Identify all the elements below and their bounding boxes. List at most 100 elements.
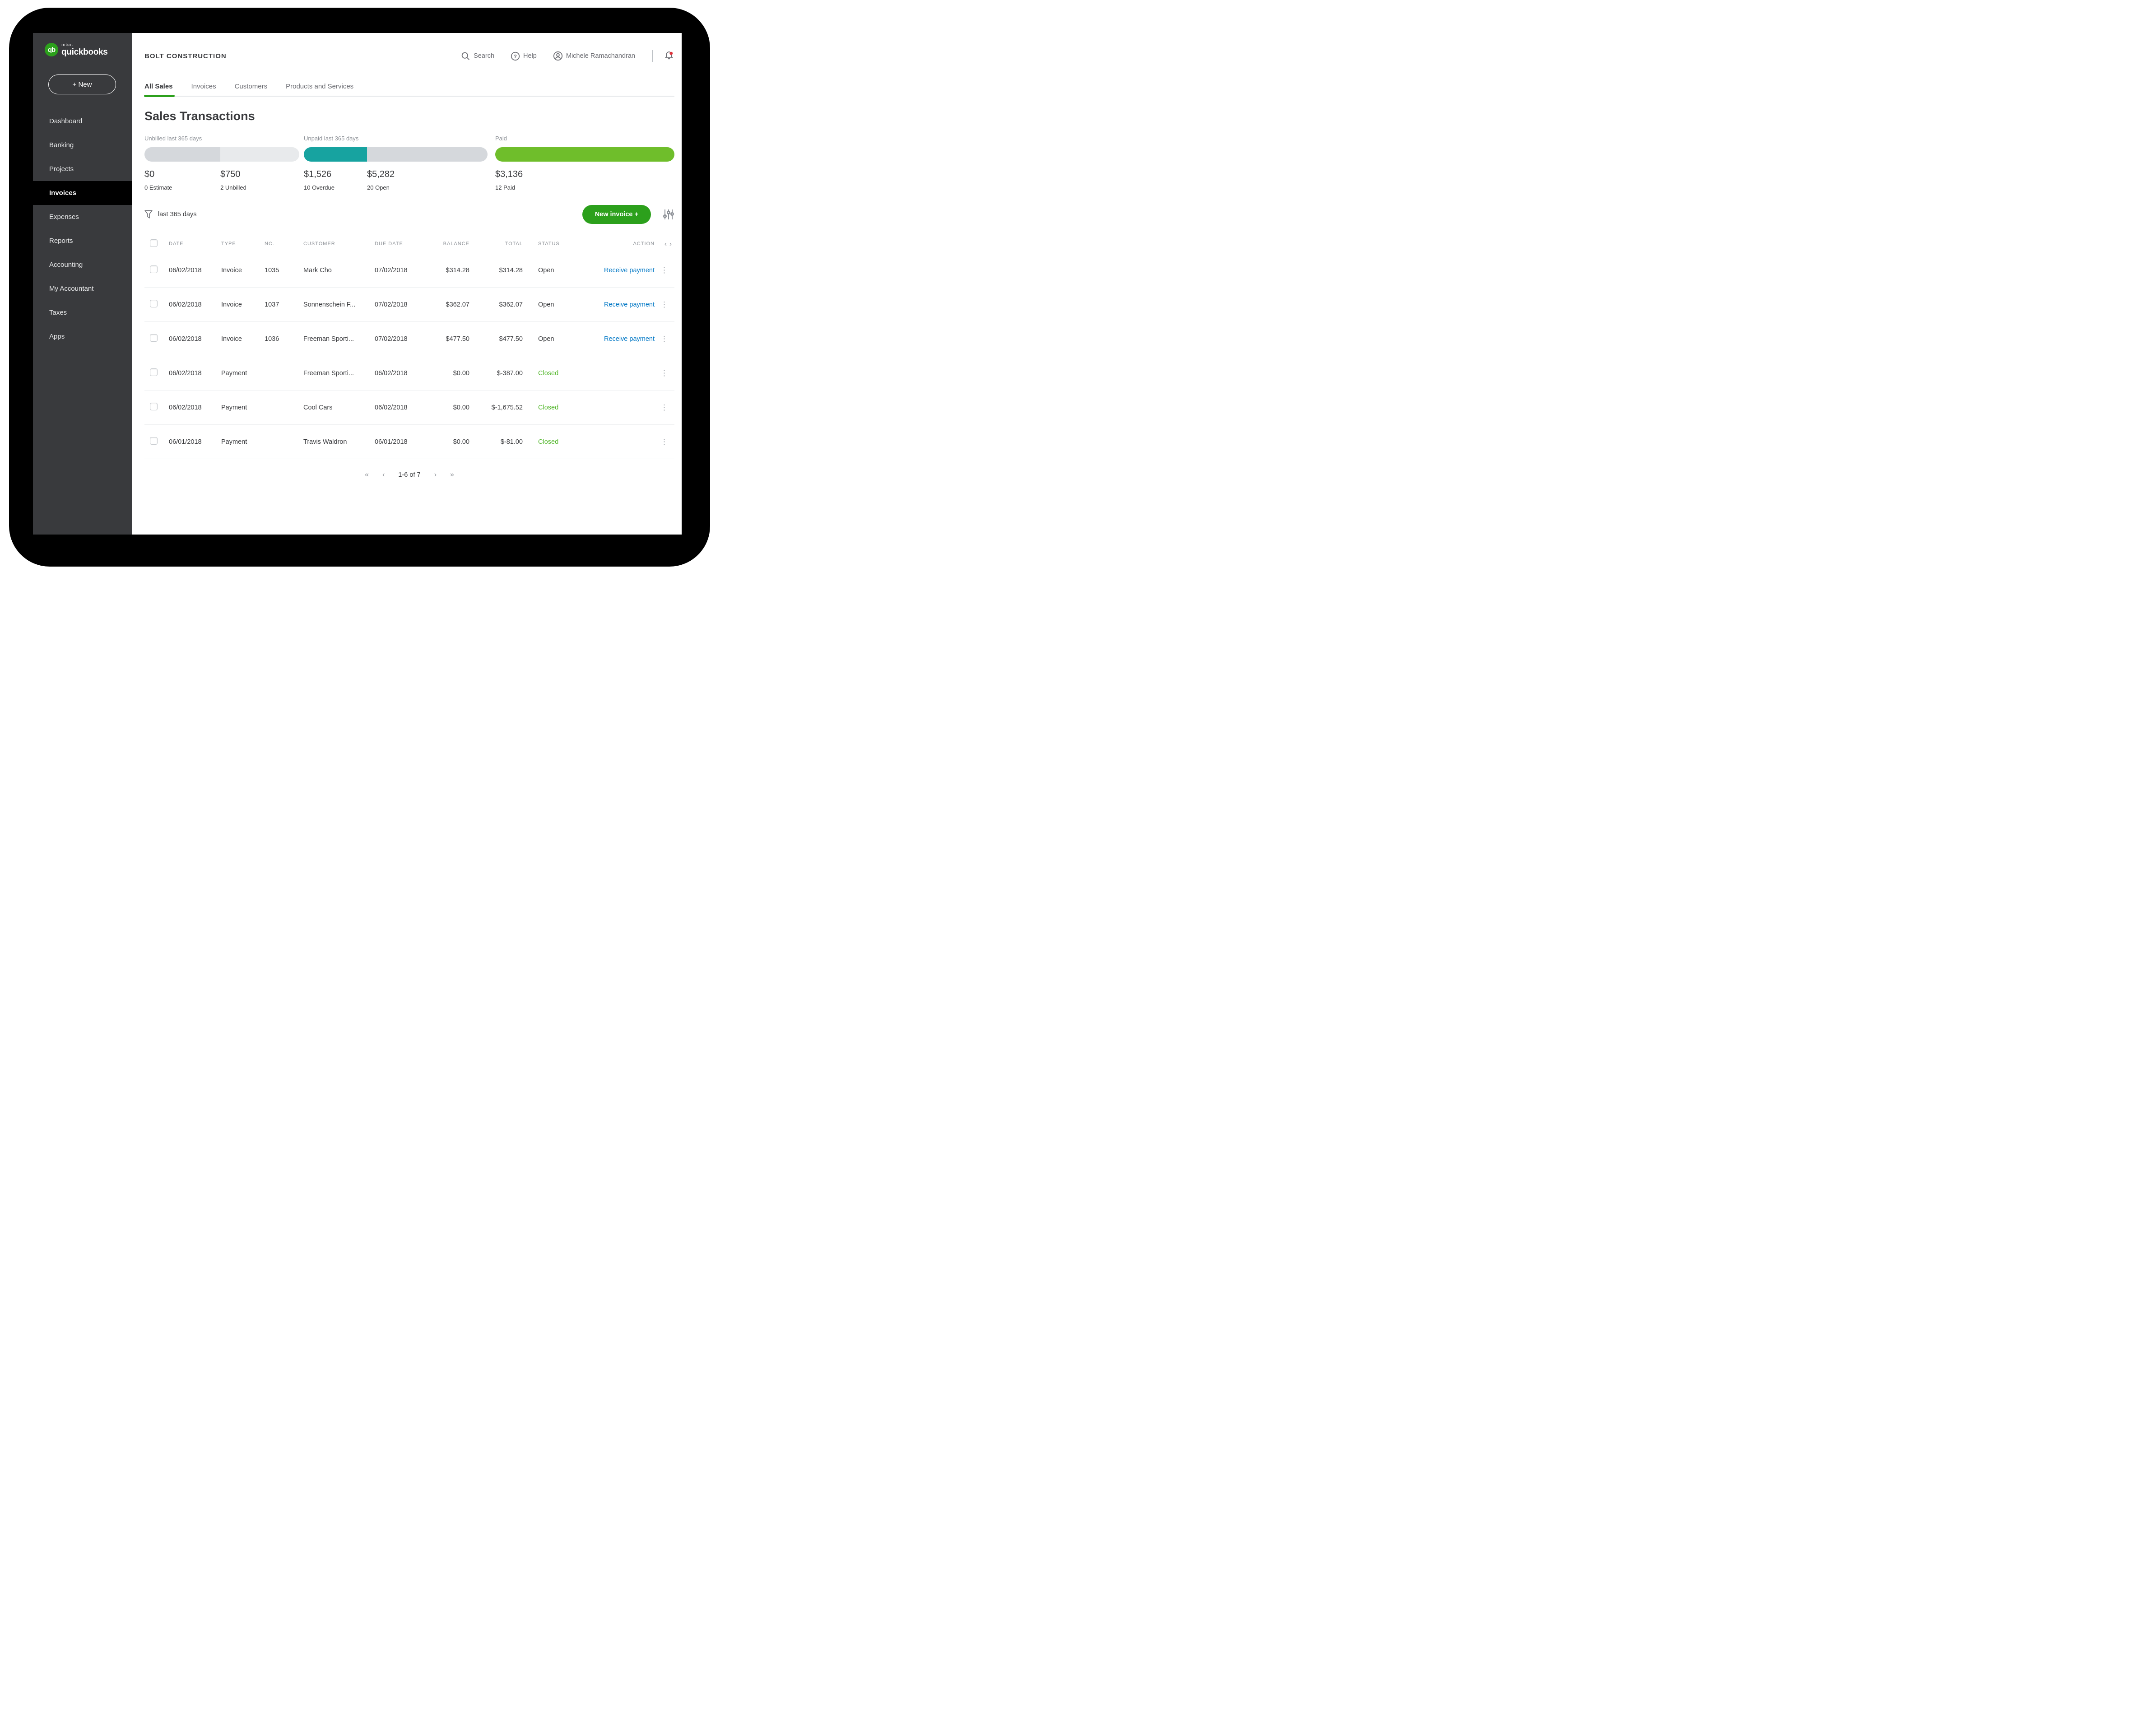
receive-payment-link[interactable]: Receive payment — [604, 335, 655, 343]
screenshot-canvas: qb ıntuıt quickbooks + New Dashboard Ban… — [0, 0, 719, 572]
help-button[interactable]: ? Help — [511, 51, 537, 61]
table-settings-button[interactable] — [663, 209, 674, 220]
table-row[interactable]: 06/02/2018 Invoice 1035 Mark Cho 07/02/2… — [144, 253, 674, 287]
new-button[interactable]: + New — [48, 74, 116, 94]
notifications-button[interactable] — [664, 51, 674, 61]
col-due-date[interactable]: DUE DATE — [375, 241, 403, 246]
unpaid-bar[interactable] — [304, 147, 488, 162]
row-checkbox[interactable] — [150, 368, 158, 376]
cell-date: 06/02/2018 — [169, 266, 202, 274]
table-row[interactable]: 06/02/2018 Invoice 1036 Freeman Sporti..… — [144, 321, 674, 356]
paid-caption: 12 Paid — [495, 184, 516, 191]
topbar-divider — [652, 50, 653, 62]
row-checkbox[interactable] — [150, 437, 158, 445]
cell-status: Closed — [538, 369, 559, 377]
next-column-icon[interactable]: › — [669, 240, 674, 248]
row-menu-icon[interactable]: ⋮ — [660, 334, 669, 343]
open-amount: $5,282 — [367, 169, 395, 179]
cell-date: 06/02/2018 — [169, 404, 202, 411]
tab-invoices[interactable]: Invoices — [191, 83, 216, 90]
paid-bar[interactable] — [495, 147, 674, 162]
stat-label: Paid — [495, 135, 507, 142]
sidebar-item-reports[interactable]: Reports — [49, 237, 73, 245]
select-all-checkbox[interactable] — [150, 239, 158, 247]
user-menu[interactable]: Michele Ramachandran — [553, 51, 635, 61]
cell-balance: $0.00 — [453, 404, 469, 411]
sidebar-item-accounting[interactable]: Accounting — [49, 261, 83, 269]
prev-page-icon[interactable]: ‹ — [382, 471, 385, 479]
paid-amount: $3,136 — [495, 169, 523, 179]
search-icon — [461, 51, 470, 61]
col-no[interactable]: NO. — [265, 241, 275, 246]
intuit-wordmark: ıntuıt — [61, 42, 74, 47]
col-status[interactable]: STATUS — [538, 241, 560, 246]
tab-products-services[interactable]: Products and Services — [286, 83, 354, 90]
col-customer[interactable]: CUSTOMER — [303, 241, 335, 246]
table-row[interactable]: 06/02/2018 Payment Freeman Sporti... 06/… — [144, 356, 674, 390]
cell-no: 1035 — [265, 266, 279, 274]
new-invoice-button[interactable]: New invoice + — [582, 205, 651, 224]
table-body: 06/02/2018 Invoice 1035 Mark Cho 07/02/2… — [144, 253, 674, 459]
table-row[interactable]: 06/01/2018 Payment Travis Waldron 06/01/… — [144, 424, 674, 459]
col-date[interactable]: DATE — [169, 241, 184, 246]
sidebar-item-my-accountant[interactable]: My Accountant — [49, 285, 94, 293]
sales-transactions-table: DATE TYPE NO. CUSTOMER DUE DATE BALANCE … — [144, 234, 674, 459]
row-menu-icon[interactable]: ⋮ — [660, 368, 669, 377]
tab-all-sales[interactable]: All Sales — [144, 83, 175, 97]
row-checkbox[interactable] — [150, 265, 158, 273]
cell-type: Payment — [221, 369, 247, 377]
table-row[interactable]: 06/02/2018 Invoice 1037 Sonnenschein F..… — [144, 287, 674, 321]
col-balance[interactable]: BALANCE — [443, 241, 469, 246]
cell-customer: Mark Cho — [303, 266, 332, 274]
sidebar-nav: Dashboard Banking Projects Invoices Expe… — [33, 109, 132, 349]
receive-payment-link[interactable]: Receive payment — [604, 266, 655, 274]
sidebar-item-expenses[interactable]: Expenses — [49, 213, 79, 221]
sidebar-item-projects[interactable]: Projects — [49, 165, 74, 173]
row-menu-icon[interactable]: ⋮ — [660, 403, 669, 412]
cell-due-date: 06/02/2018 — [375, 369, 408, 377]
cell-no: 1037 — [265, 301, 279, 308]
row-menu-icon[interactable]: ⋮ — [660, 265, 669, 274]
row-checkbox[interactable] — [150, 300, 158, 307]
col-action: ACTION — [633, 241, 655, 246]
sidebar-item-apps[interactable]: Apps — [49, 333, 65, 340]
sidebar-item-taxes[interactable]: Taxes — [49, 309, 67, 316]
row-checkbox[interactable] — [150, 403, 158, 410]
row-checkbox[interactable] — [150, 334, 158, 342]
sidebar-item-dashboard[interactable]: Dashboard — [49, 117, 83, 125]
first-page-icon[interactable]: « — [365, 471, 369, 479]
cell-customer: Cool Cars — [303, 404, 333, 411]
cell-balance: $314.28 — [446, 266, 469, 274]
sales-tabs: All Sales Invoices Customers Products an… — [144, 83, 674, 97]
page-title: Sales Transactions — [144, 109, 255, 123]
col-total[interactable]: TOTAL — [505, 241, 523, 246]
col-type[interactable]: TYPE — [221, 241, 236, 246]
help-icon: ? — [511, 51, 520, 61]
cell-total: $-1,675.52 — [491, 404, 523, 411]
sidebar-item-invoices[interactable]: Invoices — [33, 181, 132, 205]
bell-icon — [664, 51, 674, 61]
row-menu-icon[interactable]: ⋮ — [660, 300, 669, 309]
filter-button[interactable]: last 365 days — [144, 210, 196, 219]
cell-due-date: 07/02/2018 — [375, 301, 408, 308]
filter-row: last 365 days New invoice + — [144, 205, 674, 224]
cell-type: Invoice — [221, 301, 242, 308]
cell-due-date: 07/02/2018 — [375, 266, 408, 274]
qb-logo-icon: qb — [45, 43, 58, 56]
tab-customers[interactable]: Customers — [234, 83, 268, 90]
row-menu-icon[interactable]: ⋮ — [660, 437, 669, 446]
overdue-caption: 10 Overdue — [304, 184, 335, 191]
last-page-icon[interactable]: » — [450, 471, 454, 479]
cell-total: $-387.00 — [497, 369, 523, 377]
prev-column-icon[interactable]: ‹ — [664, 240, 669, 248]
next-page-icon[interactable]: › — [434, 471, 437, 479]
quickbooks-wordmark: quickbooks — [61, 47, 108, 57]
receive-payment-link[interactable]: Receive payment — [604, 301, 655, 308]
cell-total: $-81.00 — [500, 438, 523, 446]
quickbooks-app-window: qb ıntuıt quickbooks + New Dashboard Ban… — [33, 33, 682, 535]
unbilled-bar[interactable] — [144, 147, 299, 162]
table-row[interactable]: 06/02/2018 Payment Cool Cars 06/02/2018 … — [144, 390, 674, 424]
sidebar-item-banking[interactable]: Banking — [49, 141, 74, 149]
search-button[interactable]: Search — [461, 51, 494, 61]
estimate-amount: $0 — [144, 169, 155, 179]
